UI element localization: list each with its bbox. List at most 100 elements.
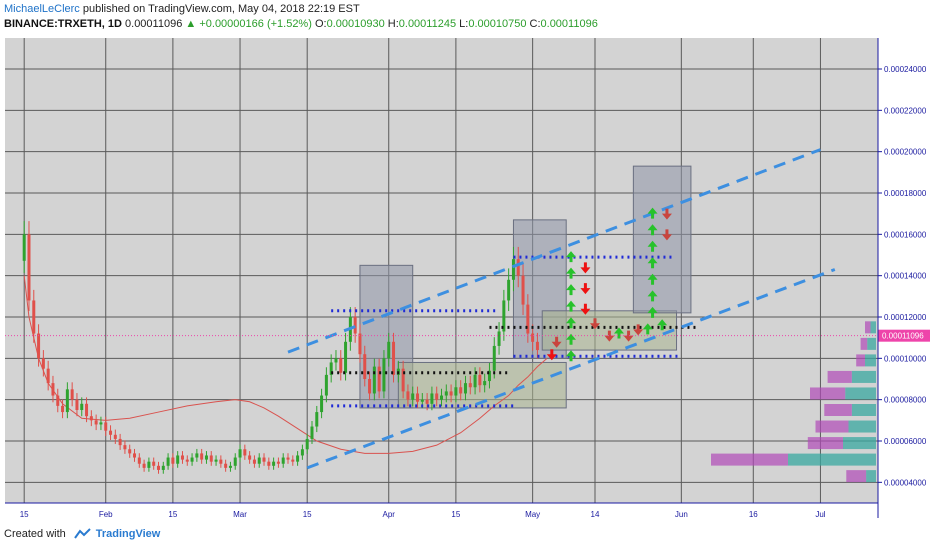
candle-body [468, 383, 472, 388]
price-tick-label: 0.00014000 [884, 272, 927, 281]
last-price-tag [878, 329, 930, 342]
ma-line [23, 275, 548, 454]
candle-body [171, 457, 175, 464]
chart-header: MichaelLeClerc published on TradingView.… [4, 2, 598, 32]
candle-body [133, 453, 137, 458]
candle-body [511, 259, 515, 280]
arrow-down-icon [623, 330, 634, 342]
arrow-up-icon [566, 317, 577, 329]
candle-body [324, 374, 328, 396]
candle-body [296, 455, 300, 462]
candle-body [334, 358, 338, 363]
candle-body [478, 374, 482, 386]
signal-arrows [546, 207, 672, 362]
arrow-up-icon [647, 306, 658, 318]
candle-body [41, 358, 45, 369]
candle-body [406, 391, 410, 400]
ohlc-line: BINANCE:TRXETH, 1D 0.00011096 ▲ +0.00000… [4, 17, 598, 32]
candle-body [85, 403, 89, 417]
candle-body [147, 461, 151, 468]
candle-body [185, 459, 189, 462]
arrow-down-icon [661, 208, 672, 220]
arrow-up-icon [566, 350, 577, 362]
open-value: 0.00010930 [326, 18, 385, 30]
candle-body [305, 438, 309, 450]
change-value: +0.00000166 (+1.52%) [199, 18, 312, 30]
candle-body [200, 453, 204, 460]
candle-body [459, 387, 463, 394]
candle-body [392, 341, 396, 375]
price-tick-label: 0.00012000 [884, 313, 927, 322]
candle-body [89, 416, 93, 421]
volume-bar-bear [807, 437, 843, 450]
candle-body [430, 393, 434, 404]
candle-body [444, 391, 448, 396]
candle-body [65, 389, 69, 413]
footer: Created with TradingView [4, 528, 160, 540]
volume-bar-bull [865, 354, 876, 367]
candle-body [56, 395, 60, 406]
candle-body [401, 368, 405, 392]
candle-body [94, 420, 98, 425]
candle-body [425, 399, 429, 404]
trend-line [306, 268, 836, 470]
last-price-line: 0.00011096 [5, 329, 930, 342]
candle-body [416, 393, 420, 402]
candle-body [46, 368, 50, 384]
volume-bar-bear [711, 453, 788, 466]
volume-bar-bull [866, 470, 876, 483]
author-link[interactable]: MichaelLeClerc [4, 3, 80, 15]
created-with-text: Created with [4, 528, 66, 540]
arrow-up-icon [613, 327, 624, 339]
tradingview-link[interactable]: TradingView [95, 528, 161, 540]
volume-bar-bear [827, 370, 852, 383]
candle-body [37, 333, 41, 359]
volume-bar-bear [810, 387, 846, 400]
candle-body [224, 463, 228, 468]
candle-body [387, 341, 391, 359]
candle-body [507, 279, 511, 301]
close-label: C: [529, 18, 541, 30]
volume-bar-bull [870, 321, 876, 334]
time-tick-label: Jun [675, 510, 688, 519]
arrow-down-icon [589, 318, 600, 330]
price-axis[interactable]: 0.00024000 0.00022000 0.00020000 0.00018000… [877, 38, 927, 518]
time-tick-label: May [525, 510, 540, 519]
candle-body [382, 358, 386, 392]
time-axis[interactable]: 15 Feb 15 Mar 15 Apr 15 May 14 Jun 16 Jul [5, 502, 878, 519]
candle-body [243, 449, 247, 456]
candle-body [22, 234, 26, 261]
time-tick-label: 15 [303, 510, 312, 519]
volume-bar-bear [856, 354, 865, 367]
candle-body [344, 341, 348, 373]
candles [22, 221, 539, 474]
symbol-label: BINANCE:TRXETH, 1D [4, 18, 122, 30]
candle-body [228, 465, 232, 468]
high-value: 0.00011245 [398, 18, 457, 30]
price-tick-label: 0.00022000 [884, 106, 927, 115]
candle-body [372, 366, 376, 394]
candle-body [377, 366, 381, 392]
candle-body [113, 434, 117, 439]
candle-body [463, 383, 467, 394]
plot-area[interactable] [5, 38, 878, 503]
arrow-up-icon [642, 323, 653, 335]
analysis-box [541, 310, 678, 351]
up-arrow-icon: ▲ [185, 18, 197, 30]
open-label: O: [314, 18, 327, 30]
candle-body [483, 381, 487, 386]
candle-body [300, 449, 304, 456]
candle-body [214, 459, 218, 462]
grid-lines [5, 38, 878, 503]
time-tick-label: 14 [591, 510, 600, 519]
candle-body [492, 345, 496, 371]
candle-body [358, 333, 362, 355]
candle-body [320, 395, 324, 413]
arrow-up-icon [647, 257, 658, 269]
time-tick-label: 16 [749, 510, 758, 519]
candle-body [449, 391, 453, 396]
volume-bar-bull [843, 437, 876, 450]
arrow-down-icon [604, 330, 615, 342]
candle-body [440, 395, 443, 400]
